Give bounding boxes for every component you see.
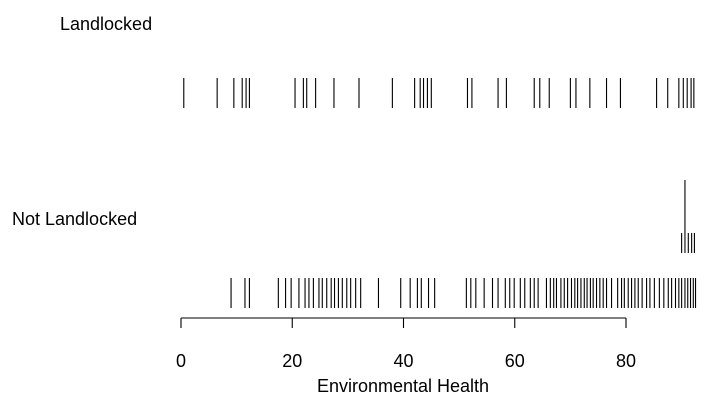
x-tick-label: 0 bbox=[176, 351, 186, 371]
ticks-layer bbox=[183, 78, 697, 308]
x-tick-label: 40 bbox=[393, 351, 413, 371]
x-tick-label: 20 bbox=[282, 351, 302, 371]
group-label-landlocked: Landlocked bbox=[60, 14, 152, 34]
x-axis-label: Environmental Health bbox=[317, 376, 489, 396]
x-axis: 0 20 40 60 80 bbox=[176, 317, 636, 371]
group-label-not-landlocked: Not Landlocked bbox=[12, 209, 137, 229]
x-tick-label: 60 bbox=[505, 351, 525, 371]
x-tick-label: 80 bbox=[616, 351, 636, 371]
